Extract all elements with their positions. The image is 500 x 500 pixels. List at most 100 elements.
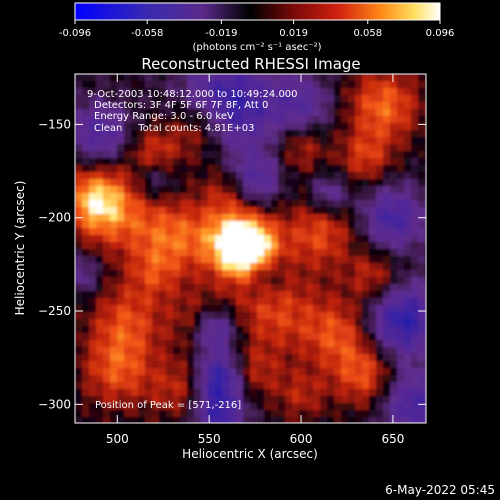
heatmap-cell — [180, 165, 188, 173]
heatmap-cell — [327, 403, 335, 411]
heatmap-cell — [89, 284, 97, 292]
heatmap-cell — [222, 368, 230, 376]
heatmap-cell — [285, 375, 293, 383]
heatmap-cell — [257, 221, 265, 229]
heatmap-cell — [201, 158, 209, 166]
heatmap-cell — [124, 235, 132, 243]
heatmap-cell — [327, 200, 335, 208]
heatmap-cell — [194, 403, 202, 411]
heatmap-cell — [355, 81, 363, 89]
x-tick-label: 600 — [290, 432, 313, 446]
heatmap-cell — [278, 158, 286, 166]
heatmap-cell — [390, 319, 398, 327]
heatmap-cell — [166, 74, 174, 82]
heatmap-cell — [278, 382, 286, 390]
heatmap-cell — [75, 172, 83, 180]
heatmap-cell — [194, 235, 202, 243]
heatmap-cell — [145, 410, 153, 418]
heatmap-cell — [390, 109, 398, 117]
heatmap-cell — [243, 151, 251, 159]
heatmap-cell — [404, 319, 412, 327]
heatmap-cell — [215, 403, 223, 411]
heatmap-cell — [194, 123, 202, 131]
heatmap-cell — [271, 375, 279, 383]
heatmap-cell — [383, 256, 391, 264]
heatmap-cell — [152, 151, 160, 159]
heatmap-cell — [124, 368, 132, 376]
heatmap-cell — [348, 130, 356, 138]
heatmap-cell — [180, 116, 188, 124]
heatmap-cell — [362, 361, 370, 369]
heatmap-cell — [117, 81, 125, 89]
heatmap-cell — [250, 207, 258, 215]
heatmap-cell — [404, 235, 412, 243]
heatmap-cell — [369, 277, 377, 285]
heatmap-cell — [278, 333, 286, 341]
heatmap-cell — [320, 263, 328, 271]
heatmap-cell — [229, 130, 237, 138]
heatmap-cell — [327, 95, 335, 103]
heatmap-cell — [292, 151, 300, 159]
heatmap-cell — [362, 123, 370, 131]
heatmap-cell — [313, 214, 321, 222]
heatmap-cell — [299, 214, 307, 222]
heatmap-cell — [404, 368, 412, 376]
heatmap-cell — [96, 319, 104, 327]
heatmap-cell — [348, 123, 356, 131]
heatmap-cell — [215, 256, 223, 264]
heatmap-cell — [229, 284, 237, 292]
heatmap-cell — [278, 354, 286, 362]
heatmap-cell — [173, 333, 181, 341]
heatmap-cell — [264, 417, 272, 423]
heatmap-cell — [194, 347, 202, 355]
heatmap-cell — [229, 410, 237, 418]
heatmap-cell — [313, 165, 321, 173]
heatmap-cell — [383, 284, 391, 292]
heatmap-cell — [75, 305, 83, 313]
heatmap-cell — [166, 207, 174, 215]
heatmap-cell — [173, 235, 181, 243]
heatmap-cell — [369, 298, 377, 306]
heatmap-cell — [355, 417, 363, 423]
heatmap-cell — [404, 382, 412, 390]
heatmap-cell — [96, 130, 104, 138]
heatmap-cell — [124, 144, 132, 152]
heatmap-cell — [306, 207, 314, 215]
heatmap-cell — [327, 116, 335, 124]
heatmap-cell — [187, 403, 195, 411]
heatmap-cell — [180, 81, 188, 89]
heatmap-cell — [292, 130, 300, 138]
heatmap-cell — [348, 116, 356, 124]
heatmap-cell — [383, 333, 391, 341]
heatmap-cell — [383, 368, 391, 376]
heatmap-cell — [362, 291, 370, 299]
heatmap-cell — [124, 207, 132, 215]
heatmap-cell — [285, 158, 293, 166]
heatmap-cell — [173, 116, 181, 124]
heatmap-cell — [250, 361, 258, 369]
y-tick-label: −200 — [38, 211, 71, 225]
heatmap-cell — [376, 263, 384, 271]
heatmap-cell — [75, 228, 83, 236]
heatmap-cell — [152, 277, 160, 285]
heatmap-cell — [334, 109, 342, 117]
heatmap-cell — [306, 284, 314, 292]
heatmap-cell — [383, 88, 391, 96]
heatmap-cell — [110, 389, 118, 397]
heatmap-cell — [341, 403, 349, 411]
heatmap-cell — [124, 396, 132, 404]
heatmap-cell — [306, 333, 314, 341]
heatmap-cell — [418, 123, 426, 131]
heatmap-cell — [152, 165, 160, 173]
heatmap-cell — [187, 144, 195, 152]
heatmap-cell — [152, 123, 160, 131]
heatmap-cell — [355, 193, 363, 201]
heatmap-cell — [334, 221, 342, 229]
heatmap-cell — [341, 179, 349, 187]
heatmap-cell — [327, 151, 335, 159]
heatmap-cell — [285, 179, 293, 187]
heatmap-cell — [89, 228, 97, 236]
heatmap-cell — [229, 312, 237, 320]
heatmap-cell — [404, 179, 412, 187]
heatmap-cell — [306, 361, 314, 369]
